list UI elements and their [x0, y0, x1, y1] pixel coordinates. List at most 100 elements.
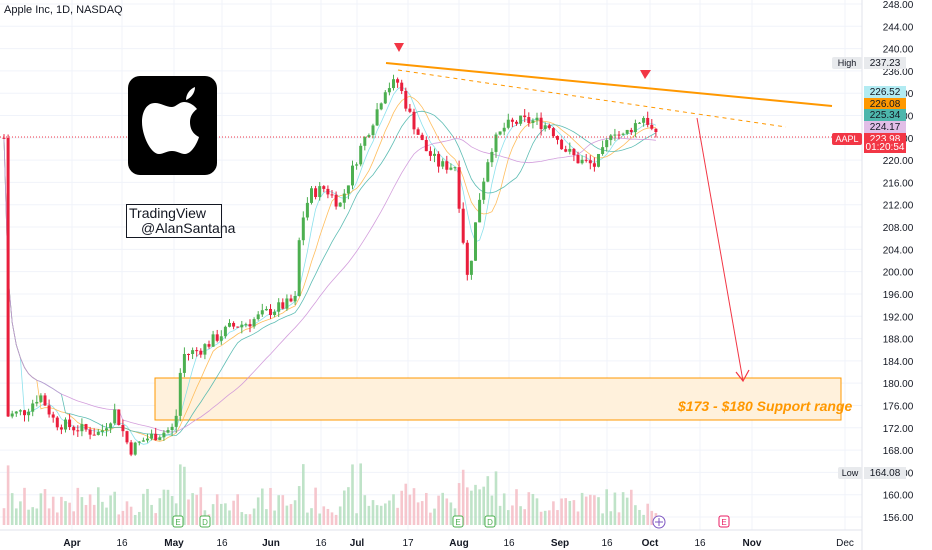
volume-bar	[630, 489, 633, 525]
candle-body	[27, 411, 31, 416]
candle-body	[572, 148, 576, 155]
time-tick-label: Jul	[350, 538, 365, 549]
volume-bar	[552, 501, 555, 525]
candle-body	[55, 417, 59, 428]
watermark-line-2: @AlanSantana	[141, 220, 236, 236]
volume-bar	[490, 495, 494, 525]
volume-bar	[35, 508, 39, 525]
volume-bar	[359, 463, 362, 525]
candle-body	[236, 326, 240, 328]
price-label-box	[864, 467, 906, 479]
volume-bar	[154, 513, 157, 525]
price-tick-label: 208.00	[883, 223, 914, 234]
candle-body	[510, 119, 514, 122]
volume-bar	[621, 492, 625, 525]
price-label-value: 225.34	[870, 110, 901, 121]
volume-bar	[638, 509, 641, 525]
candle-body	[387, 88, 391, 93]
candle-body	[334, 194, 338, 207]
time-tick-label: Dec	[836, 538, 854, 549]
candle-body	[191, 350, 195, 355]
volume-bar	[117, 514, 121, 525]
event-marker	[718, 515, 730, 528]
volume-bar	[466, 487, 469, 525]
volume-bar	[392, 494, 395, 525]
volume-bar	[31, 507, 34, 525]
candle-body	[556, 136, 559, 140]
volume-bar	[220, 503, 223, 525]
price-label-value: 226.52	[870, 87, 901, 98]
price-label-tag	[838, 467, 862, 479]
volume-bar	[613, 492, 617, 525]
volume-bar	[535, 498, 539, 525]
event-marker-label: E	[721, 518, 726, 527]
price-tick-label: 176.00	[883, 401, 914, 412]
candle-body	[424, 139, 428, 152]
candle-body	[51, 414, 55, 418]
volume-bar	[10, 493, 14, 525]
event-marker	[199, 515, 211, 528]
candle-body	[76, 430, 80, 432]
volume-bar	[347, 487, 350, 525]
watermark-line-1: TradingView	[129, 205, 207, 221]
candle-body	[609, 135, 613, 141]
candle-body	[310, 188, 313, 203]
candle-body	[490, 151, 494, 163]
volume-bar	[519, 506, 522, 525]
candle-body	[297, 240, 301, 296]
candle-body	[363, 137, 367, 146]
volume-bar	[76, 487, 80, 525]
volume-bar	[215, 494, 219, 525]
candle-body	[654, 128, 658, 133]
candle-body	[14, 411, 18, 414]
candle-body	[457, 167, 461, 209]
price-label-box	[864, 98, 906, 110]
volume-bar	[375, 505, 379, 525]
event-marker-label: E	[455, 518, 460, 527]
volume-bar	[47, 508, 51, 525]
support-zone	[154, 377, 842, 421]
volume-bar	[248, 514, 252, 525]
price-tick-label: 188.00	[883, 335, 914, 346]
candle-body	[240, 324, 244, 328]
candle-body	[260, 310, 264, 315]
volume-bar	[470, 490, 473, 525]
candle-body	[170, 426, 174, 431]
volume-bar	[105, 507, 108, 525]
volume-bar	[51, 496, 55, 525]
time-tick-label: 16	[216, 538, 228, 549]
volume-bar	[511, 505, 514, 525]
price-label-tag-text: High	[838, 58, 857, 68]
candle-body	[64, 419, 67, 430]
candle-body	[601, 147, 605, 154]
candle-body	[277, 302, 281, 312]
volume-bar	[27, 509, 30, 525]
event-marker-label: D	[202, 518, 208, 527]
volume-bar	[277, 495, 280, 525]
volume-bar	[293, 500, 297, 525]
price-tick-label: 220.00	[883, 156, 914, 167]
candle-body	[207, 344, 211, 347]
price-tick-label: 156.00	[883, 513, 914, 524]
candle-body	[371, 125, 375, 136]
candle-body	[478, 199, 482, 223]
symbol-title: Apple Inc, 1D, NASDAQ	[4, 4, 123, 16]
volume-bar	[232, 500, 235, 525]
candle-body	[35, 401, 39, 404]
volume-bar	[646, 503, 649, 525]
volume-bar	[72, 511, 75, 525]
volume-bar	[351, 464, 354, 525]
candle-body	[314, 188, 318, 198]
volume-bar	[133, 514, 137, 525]
volume-bar	[314, 487, 317, 525]
author-watermark: TradingView @AlanSantana	[126, 204, 236, 238]
candle-body	[100, 430, 104, 432]
candle-body	[252, 319, 256, 327]
price-tick-label: 172.00	[883, 424, 914, 435]
candle-body	[105, 428, 108, 431]
candle-body	[326, 188, 330, 195]
volume-bar	[642, 514, 645, 525]
